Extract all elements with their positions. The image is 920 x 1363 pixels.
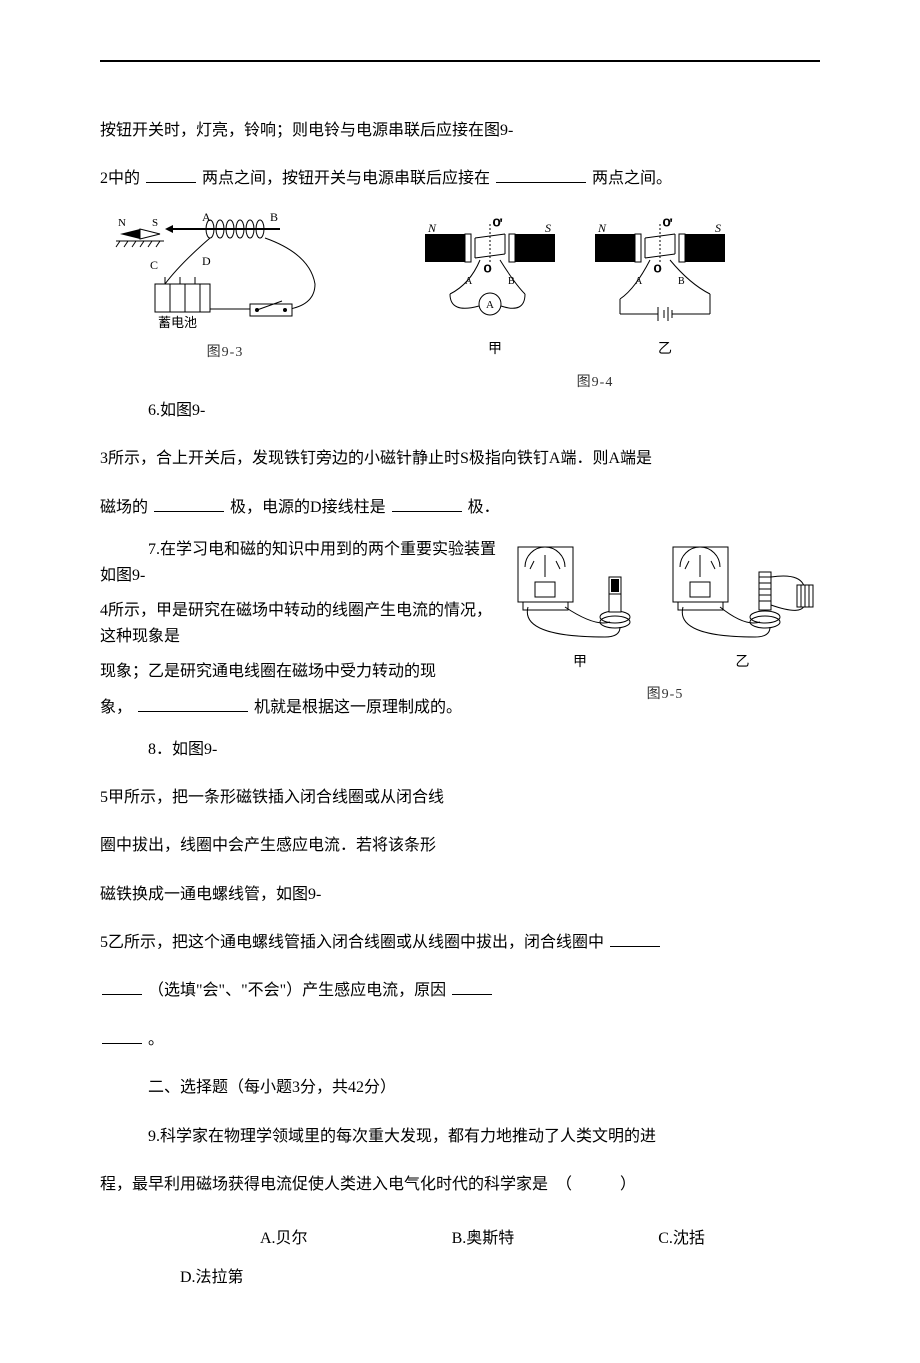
svg-text:O: O: [484, 264, 491, 275]
q8-lead: 8．如图9-: [100, 731, 820, 769]
q8-blank-1a[interactable]: [610, 930, 660, 947]
figure-9-4-caption-box: 图9-4: [520, 369, 670, 391]
figure-9-5-left-label: 甲: [573, 651, 587, 671]
q8-blank-2a[interactable]: [452, 978, 492, 995]
q8-p3: 磁铁换成一通电螺线管，如图9-: [100, 876, 820, 914]
figure-9-4-left: N S O' O: [420, 214, 570, 358]
q6-text-a: 磁场的: [100, 499, 148, 516]
svg-text:S: S: [715, 221, 721, 235]
q8-p5-text: （选填"会"、"不会"）产生感应电流，原因: [148, 982, 446, 999]
q6-text-end: 极．: [468, 499, 500, 516]
q8-blank-1b[interactable]: [102, 978, 142, 995]
q7-blank-1[interactable]: [138, 695, 248, 712]
svg-text:S: S: [545, 221, 551, 235]
label-N: N: [118, 217, 126, 229]
svg-text:A: A: [635, 276, 643, 287]
q6-line1: 3所示，合上开关后，发现铁钉旁边的小磁针静止时S极指向铁钉A端．则A端是: [100, 440, 820, 478]
section-2-heading: 二、选择题（每小题3分，共42分）: [100, 1069, 820, 1107]
q6-blank-2[interactable]: [392, 495, 462, 512]
label-S: S: [152, 217, 158, 229]
figure-9-5: 甲: [510, 537, 820, 703]
q5-blank-1[interactable]: [146, 166, 196, 183]
svg-text:O': O': [663, 218, 672, 229]
q8-p4: 5乙所示，把这个通电螺线管插入闭合线圈或从线圈中拔出，闭合线圈中: [100, 924, 820, 962]
figure-row-9-3-9-4: N S A B: [100, 209, 820, 384]
figure-9-3-svg: N S A B: [110, 209, 340, 339]
q6-blank-1[interactable]: [154, 495, 224, 512]
svg-text:O: O: [654, 264, 661, 275]
figure-9-3: N S A B: [110, 209, 340, 361]
figure-9-5-left: 甲: [510, 537, 650, 671]
svg-text:O': O': [493, 218, 502, 229]
svg-text:A: A: [465, 276, 473, 287]
q7-text-b: 机就是根据这一原理制成的。: [254, 699, 462, 716]
q8-p4-text: 5乙所示，把这个通电螺线管插入闭合线圈或从线圈中拔出，闭合线圈中: [100, 934, 604, 951]
figure-9-4-caption: 图9-4: [520, 371, 670, 391]
q8-p6: 。: [100, 1021, 820, 1059]
label-C: C: [150, 258, 158, 272]
q9-option-A[interactable]: A.贝尔: [180, 1220, 308, 1258]
figure-9-3-caption: 图9-3: [110, 341, 340, 361]
q6-lead: 6.如图9-: [100, 392, 820, 430]
figure-9-5-right: 乙: [665, 537, 820, 671]
label-D: D: [202, 254, 211, 268]
q9-option-D[interactable]: D.法拉第: [100, 1259, 244, 1297]
q9-line1: 9.科学家在物理学领域里的每次重大发现，都有力地推动了人类文明的进: [100, 1118, 820, 1156]
figure-9-5-left-svg: [510, 537, 650, 647]
figure-9-4-right: N S O' O: [590, 214, 740, 358]
figure-9-4-right-svg: N S O' O: [590, 214, 740, 334]
q5-text-a: 2中的: [100, 170, 140, 187]
svg-text:N: N: [427, 221, 437, 235]
q8-p6-text: 。: [148, 1031, 164, 1048]
battery-label: 蓄电池: [158, 315, 197, 330]
q5-blank-2[interactable]: [496, 166, 586, 183]
top-horizontal-rule: [100, 60, 820, 62]
label-A: A: [202, 210, 211, 224]
svg-text:A: A: [486, 299, 494, 311]
document-page: 按钮开关时，灯亮，铃响；则电铃与电源串联后应接在图9- 2中的 两点之间，按钮开…: [0, 0, 920, 1363]
q8-p1: 5甲所示，把一条形磁铁插入闭合线圈或从闭合线: [100, 779, 820, 817]
figure-9-4-left-label: 甲: [488, 338, 502, 358]
q9-option-B[interactable]: B.奥斯特: [372, 1220, 515, 1258]
q7-text-a: 象，: [100, 699, 132, 716]
q8-blank-2b[interactable]: [102, 1027, 142, 1044]
q8-p5: （选填"会"、"不会"）产生感应电流，原因: [100, 972, 820, 1010]
q5-text-b: 两点之间，按钮开关与电源串联后应接在: [202, 170, 490, 187]
figure-9-5-caption: 图9-5: [510, 683, 820, 703]
figure-9-5-right-label: 乙: [736, 651, 750, 671]
q9-options: A.贝尔 B.奥斯特 C.沈括 D.法拉第: [100, 1220, 820, 1297]
figure-9-4-left-svg: N S O' O: [420, 214, 570, 334]
figure-9-4-right-label: 乙: [658, 338, 672, 358]
q6-text-mid: 极，电源的D接线柱是: [230, 499, 386, 516]
label-B: B: [270, 210, 278, 224]
q5-tail-line1: 按钮开关时，灯亮，铃响；则电铃与电源串联后应接在图9-: [100, 112, 820, 150]
svg-text:B: B: [678, 276, 685, 287]
q6-line2: 磁场的 极，电源的D接线柱是 极．: [100, 489, 820, 527]
svg-text:B: B: [508, 276, 515, 287]
q8-p2: 圈中拔出，线圈中会产生感应电流．若将该条形: [100, 827, 820, 865]
q5-tail-line2: 2中的 两点之间，按钮开关与电源串联后应接在 两点之间。: [100, 160, 820, 198]
svg-text:N: N: [597, 221, 607, 235]
q9-line2: 程，最早利用磁场获得电流促使人类进入电气化时代的科学家是 （ ）: [100, 1166, 820, 1204]
q9-option-C[interactable]: C.沈括: [578, 1220, 705, 1258]
figure-9-5-right-svg: [665, 537, 820, 647]
q5-text-c: 两点之间。: [592, 170, 672, 187]
